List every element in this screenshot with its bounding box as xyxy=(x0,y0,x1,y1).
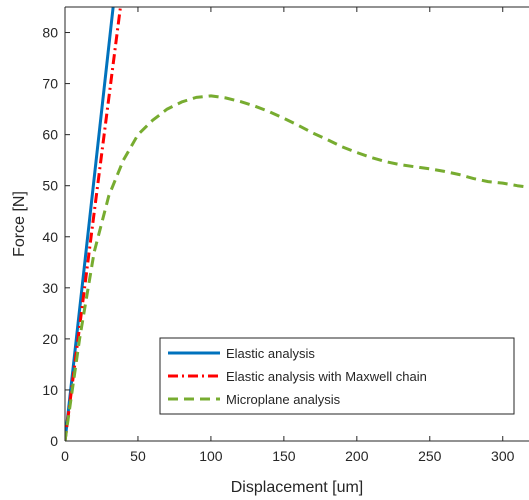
x-tick-label: 0 xyxy=(61,448,69,464)
x-axis-label: Displacement [um] xyxy=(231,479,364,496)
series-line-1 xyxy=(65,7,115,441)
legend: Elastic analysis Elastic analysis with Ma… xyxy=(159,337,515,415)
y-tick-label: 60 xyxy=(42,127,58,143)
y-tick-label: 30 xyxy=(42,280,58,296)
y-tick-label: 80 xyxy=(42,25,58,41)
y-axis-label: Force [N] xyxy=(11,191,28,257)
x-tick-label: 300 xyxy=(491,448,515,464)
x-tick-label: 250 xyxy=(418,448,442,464)
legend-label: Elastic analysis with Maxwell chain xyxy=(226,369,427,384)
y-tick-label: 0 xyxy=(50,433,58,449)
series-line-3 xyxy=(65,94,529,441)
y-tick-label: 70 xyxy=(42,76,58,92)
x-tick-label: 200 xyxy=(345,448,369,464)
legend-label: Elastic analysis xyxy=(226,346,315,361)
y-tick-label: 20 xyxy=(42,331,58,347)
x-tick-label: 50 xyxy=(130,448,146,464)
legend-box xyxy=(159,337,515,415)
x-tick-label: 150 xyxy=(272,448,296,464)
y-tick-label: 50 xyxy=(42,178,58,194)
x-tick-label: 100 xyxy=(199,448,223,464)
y-tick-label: 10 xyxy=(42,382,58,398)
series-line-2 xyxy=(65,7,122,441)
legend-label: Microplane analysis xyxy=(226,392,341,407)
y-tick-label: 40 xyxy=(42,229,58,245)
